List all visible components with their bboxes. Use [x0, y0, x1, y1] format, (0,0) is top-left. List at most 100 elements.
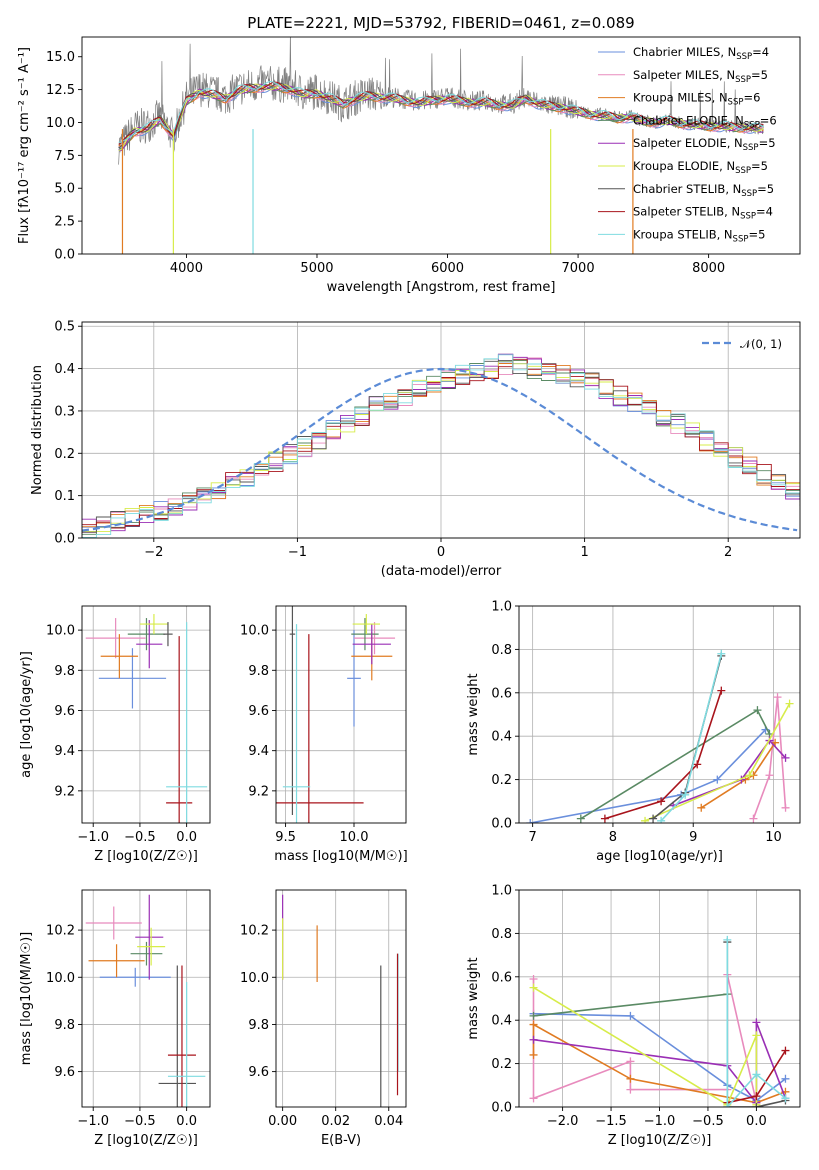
residual-histogram [82, 353, 800, 532]
mass-weight-marker [529, 983, 538, 992]
residual-histogram [82, 358, 800, 529]
axes-frame [518, 605, 801, 824]
y-axis-label: mass weight [466, 957, 481, 1039]
mass-weight-marker [723, 935, 732, 944]
axes-frame [81, 321, 801, 539]
y-tick-label: 9.6 [248, 704, 269, 719]
x-tick-label: 9 [689, 830, 697, 845]
y-axis-label: Normed distribution [30, 365, 45, 495]
mass-weight-marker [781, 803, 790, 812]
axes-frame [275, 605, 407, 824]
mass-weight-marker [626, 1057, 635, 1066]
legend-entry: Kroupa ELODIE, NSSP=5 [633, 159, 768, 176]
y-axis-label: mass weight [466, 673, 481, 755]
x-axis-label: mass [log10(M/M☉)] [274, 849, 407, 864]
x-tick-label: 8000 [692, 261, 725, 276]
mass-weight-line [533, 993, 728, 1017]
y-tick-label: 9.2 [54, 784, 75, 799]
x-tick-label: 0.02 [321, 1114, 350, 1129]
x-tick-label: −2 [144, 545, 163, 560]
y-tick-label: 9.2 [248, 784, 269, 799]
y-tick-label: 0.3 [54, 404, 75, 419]
residual-histogram [82, 358, 800, 528]
residual-histogram [82, 356, 800, 533]
x-axis-label: Z [log10(Z/Z☉)] [608, 1133, 712, 1148]
x-tick-label: 0.0 [176, 830, 197, 845]
x-axis-label: Z [log10(Z/Z☉)] [94, 1133, 198, 1148]
y-tick-label: 10.2 [240, 924, 269, 939]
mass-weight-marker [723, 1103, 732, 1107]
mass-weight-marker [713, 775, 722, 784]
x-tick-label: 0.0 [746, 1114, 767, 1129]
mass-weight-line [752, 697, 787, 819]
mass-weight-marker [752, 1092, 761, 1101]
normal-curve [82, 367, 798, 532]
errorbar-area [85, 894, 206, 1107]
mass-weight-marker [752, 1070, 761, 1079]
y-tick-label: 9.8 [54, 664, 75, 679]
x-axis-label: (data-model)/error [381, 564, 502, 579]
y-tick-label: 0.4 [54, 362, 75, 377]
legend-entry: Kroupa STELIB, NSSP=5 [633, 227, 765, 244]
y-tick-label: 0.2 [491, 773, 512, 788]
axes-frame [275, 889, 407, 1108]
mass-weight-marker [753, 706, 762, 715]
mass-weight-marker [626, 1085, 635, 1094]
spectrum-plot-area [118, 37, 764, 254]
mass-weight-marker [529, 1020, 538, 1029]
x-tick-label: −1.0 [77, 830, 109, 845]
x-tick-label: 9.5 [275, 830, 296, 845]
x-tick-label: −1.5 [595, 1114, 627, 1129]
mass-weight-marker [626, 1011, 635, 1020]
mass-weight-marker [752, 1031, 761, 1040]
y-tick-label: 2.5 [54, 215, 75, 230]
y-tick-label: 0.8 [491, 643, 512, 658]
y-tick-label: 0.6 [491, 970, 512, 985]
y-tick-label: 0.2 [54, 447, 75, 462]
y-tick-label: 0.0 [491, 817, 512, 832]
axes-frame [81, 889, 211, 1108]
x-tick-label: −1.0 [644, 1114, 676, 1129]
x-tick-label: 2 [724, 545, 732, 560]
y-tick-label: 0.6 [491, 686, 512, 701]
mass-weight-marker [576, 814, 585, 823]
y-tick-label: 1.0 [491, 600, 512, 615]
x-tick-label: 7000 [562, 261, 595, 276]
y-tick-label: 10.0 [240, 971, 269, 986]
mass-weight-vs-age-panel: 7 8 9 10 0.0 0.2 0.4 0.6 0.8 1.0 age [log10(age/yr… [466, 600, 801, 864]
model-spectrum-line [118, 85, 764, 151]
y-tick-label: 9.6 [54, 704, 75, 719]
x-tick-label: 5000 [300, 261, 333, 276]
mass-weight-line [672, 739, 787, 807]
mass-weight-marker [600, 814, 609, 823]
y-tick-label: 5.0 [54, 182, 75, 197]
spectrum-panel: 4000 5000 6000 7000 8000 0.0 2.5 5.0 7.5 10.0 12.5… [17, 36, 801, 295]
errorbar-area [276, 606, 396, 823]
y-axis-label: mass [log10(M/M☉)] [19, 932, 34, 1065]
mass-vs-ebv-panel: 0.00 0.02 0.04 9.6 9.8 10.0 10.2 E(B-V) [240, 889, 407, 1148]
y-tick-label: 10.0 [46, 624, 75, 639]
x-tick-label: −0.5 [124, 1114, 156, 1129]
x-axis-label: E(B-V) [321, 1133, 361, 1148]
mass-weight-line [726, 939, 787, 1107]
mass-weight-marker [626, 1074, 635, 1083]
x-tick-label: 7 [529, 830, 537, 845]
y-tick-label: 10.0 [46, 116, 75, 131]
mass-weight-marker [529, 974, 538, 983]
y-tick-label: 9.4 [54, 744, 75, 759]
age-vs-mass-panel: 9.5 10.0 9.2 9.4 9.6 9.8 10.0 mass [log10(M/M☉)… [240, 605, 408, 864]
y-tick-label: 1.0 [491, 884, 512, 899]
errorbar-area [282, 894, 399, 1107]
x-tick-label: 4000 [170, 261, 203, 276]
residuals-panel: −2 −1 0 1 2 0.0 0.1 0.2 0.3 0.4 0.5 (data-model)/er… [30, 320, 801, 579]
mass-weight-marker [785, 699, 794, 708]
y-tick-label: 0.0 [54, 532, 75, 547]
legend-entry: Chabrier MILES, NSSP=4 [633, 45, 769, 62]
mass-weight-line [700, 742, 776, 809]
y-tick-label: 10.2 [46, 924, 75, 939]
y-tick-label: 15.0 [46, 50, 75, 65]
mass-weight-marker [529, 1050, 538, 1059]
y-tick-label: 9.4 [248, 744, 269, 759]
x-axis-label: wavelength [Angstrom, rest frame] [327, 280, 556, 295]
